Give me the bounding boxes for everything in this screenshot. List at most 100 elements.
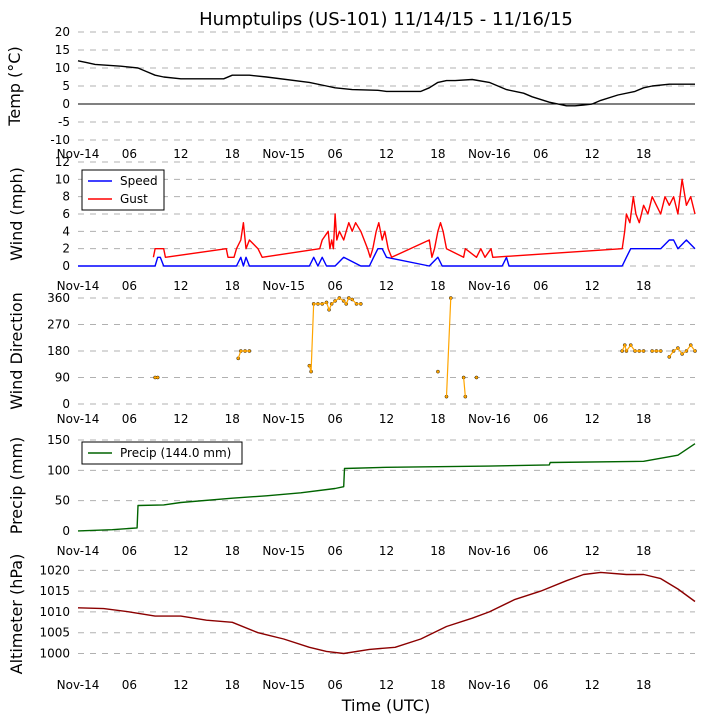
x-tick-label: Nov-14: [57, 279, 100, 293]
x-tick-label: 06: [327, 678, 342, 692]
x-tick-label: Nov-15: [262, 412, 305, 426]
x-tick-label: 18: [636, 147, 651, 161]
x-tick-label: 18: [430, 544, 445, 558]
y-tick-label: 0: [62, 97, 70, 111]
y-tick-label: 10: [55, 172, 70, 186]
y-tick-label: 50: [55, 494, 70, 508]
x-tick-label: 12: [379, 147, 394, 161]
x-tick-label: Nov-14: [57, 412, 100, 426]
x-tick-label: 06: [533, 412, 548, 426]
panel-altimeter: 1000 1005 1010 1015 1020 Altimeter (hPa) Nov-1…: [7, 554, 696, 692]
y-tick-label: 10: [55, 61, 70, 75]
x-tick-label: 06: [122, 678, 137, 692]
x-tick-label: 06: [533, 678, 548, 692]
x-tick-label: 06: [327, 544, 342, 558]
y-tick-label: 15: [55, 43, 70, 57]
legend-label: Speed: [120, 174, 158, 188]
x-tick-label: Nov-15: [262, 544, 305, 558]
series-line-speed: [78, 239, 696, 267]
x-tick-label: 12: [173, 279, 188, 293]
x-tick-label: Nov-15: [262, 147, 305, 161]
x-tick-label: 12: [379, 412, 394, 426]
y-tick-label: 1010: [39, 605, 70, 619]
x-tick-label: 18: [225, 678, 240, 692]
x-tick-label: 06: [327, 279, 342, 293]
chart-title: Humptulips (US-101) 11/14/15 - 11/16/15: [199, 9, 573, 30]
data-point: [436, 369, 440, 374]
y-tick-label: 180: [47, 344, 70, 358]
series-line-temp: [77, 60, 695, 107]
x-tick-label: 12: [173, 544, 188, 558]
x-tick-label: 18: [430, 279, 445, 293]
x-tick-label: 12: [585, 147, 600, 161]
x-tick-label: 06: [533, 147, 548, 161]
x-tick-label: 18: [636, 544, 651, 558]
x-tick-label: 12: [585, 279, 600, 293]
legend-label: Gust: [120, 192, 148, 206]
x-tick-label: 06: [533, 544, 548, 558]
y-tick-label: 12: [55, 155, 70, 169]
y-tick-label: -10: [50, 133, 70, 147]
y-axis-label: Wind (mph): [7, 167, 26, 261]
series-line-altimeter: [77, 571, 696, 655]
x-tick-label: 12: [585, 544, 600, 558]
legend: Precip (144.0 mm): [81, 441, 243, 465]
panel-temperature: -10 -5 0 5 10 15 20 Temp (°C) Nov-14 06 12 18 Nov-15…: [5, 25, 695, 161]
x-tick-label: 18: [430, 678, 445, 692]
x-tick-label: 18: [636, 678, 651, 692]
x-tick-label: 06: [122, 544, 137, 558]
x-tick-label: 18: [225, 279, 240, 293]
x-tick-label: Nov-16: [468, 147, 511, 161]
panel-wind: 0 2 4 6 8 10 12 Wind (mph) Nov-14 06 12 18 Nov-15 06 1…: [7, 155, 696, 293]
x-tick-label: Nov-15: [262, 678, 305, 692]
x-tick-label: Nov-16: [468, 544, 511, 558]
x-tick-label: 06: [122, 147, 137, 161]
y-axis-label: Precip (mm): [7, 437, 26, 535]
x-tick-label: 06: [327, 412, 342, 426]
y-tick-label: 2: [62, 242, 70, 256]
y-tick-label: 150: [47, 433, 70, 447]
data-point: [474, 375, 479, 380]
x-tick-label: 18: [430, 147, 445, 161]
x-axis-label: Time (UTC): [341, 696, 430, 715]
series-line: [155, 297, 696, 397]
x-tick-label: 18: [225, 147, 240, 161]
x-tick-label: 06: [327, 147, 342, 161]
y-axis-label: Wind Direction: [7, 292, 26, 410]
y-axis-label: Altimeter (hPa): [7, 554, 26, 675]
series-line-gust: [152, 178, 696, 258]
x-tick-label: 18: [225, 412, 240, 426]
panel-precip: 0 50 100 150 Precip (mm) Nov-14 06 12 18 Nov-15 06…: [7, 433, 696, 558]
y-tick-label: 1000: [39, 647, 70, 661]
x-tick-label: Nov-16: [468, 279, 511, 293]
y-tick-label: 270: [47, 318, 70, 332]
x-tick-label: 18: [636, 412, 651, 426]
series-line-precip: [77, 443, 696, 532]
x-tick-label: 18: [430, 412, 445, 426]
legend: Speed Gust: [81, 169, 165, 211]
panel-wind-direction: 0 90 180 270 360 Wind Direction Nov-14 06 12 18 No…: [7, 291, 697, 426]
y-axis-label: Temp (°C): [5, 46, 24, 126]
y-tick-label: 1020: [39, 563, 70, 577]
x-tick-label: 18: [636, 279, 651, 293]
x-tick-label: Nov-14: [57, 147, 100, 161]
x-tick-label: 12: [379, 279, 394, 293]
x-tick-label: 06: [533, 279, 548, 293]
y-tick-label: 360: [47, 291, 70, 305]
x-tick-label: 12: [173, 147, 188, 161]
legend-label: Precip (144.0 mm): [120, 446, 231, 460]
x-tick-label: 06: [122, 279, 137, 293]
y-tick-label: 90: [55, 371, 70, 385]
x-tick-label: Nov-16: [468, 678, 511, 692]
x-tick-label: 18: [225, 544, 240, 558]
y-tick-label: 8: [62, 190, 70, 204]
y-tick-label: 4: [62, 224, 70, 238]
y-tick-label: 1015: [39, 584, 70, 598]
x-tick-label: Nov-15: [262, 279, 305, 293]
x-tick-label: 12: [585, 412, 600, 426]
x-tick-label: Nov-16: [468, 412, 511, 426]
x-tick-label: 12: [585, 678, 600, 692]
y-tick-label: 0: [62, 259, 70, 273]
x-tick-label: Nov-14: [57, 544, 100, 558]
